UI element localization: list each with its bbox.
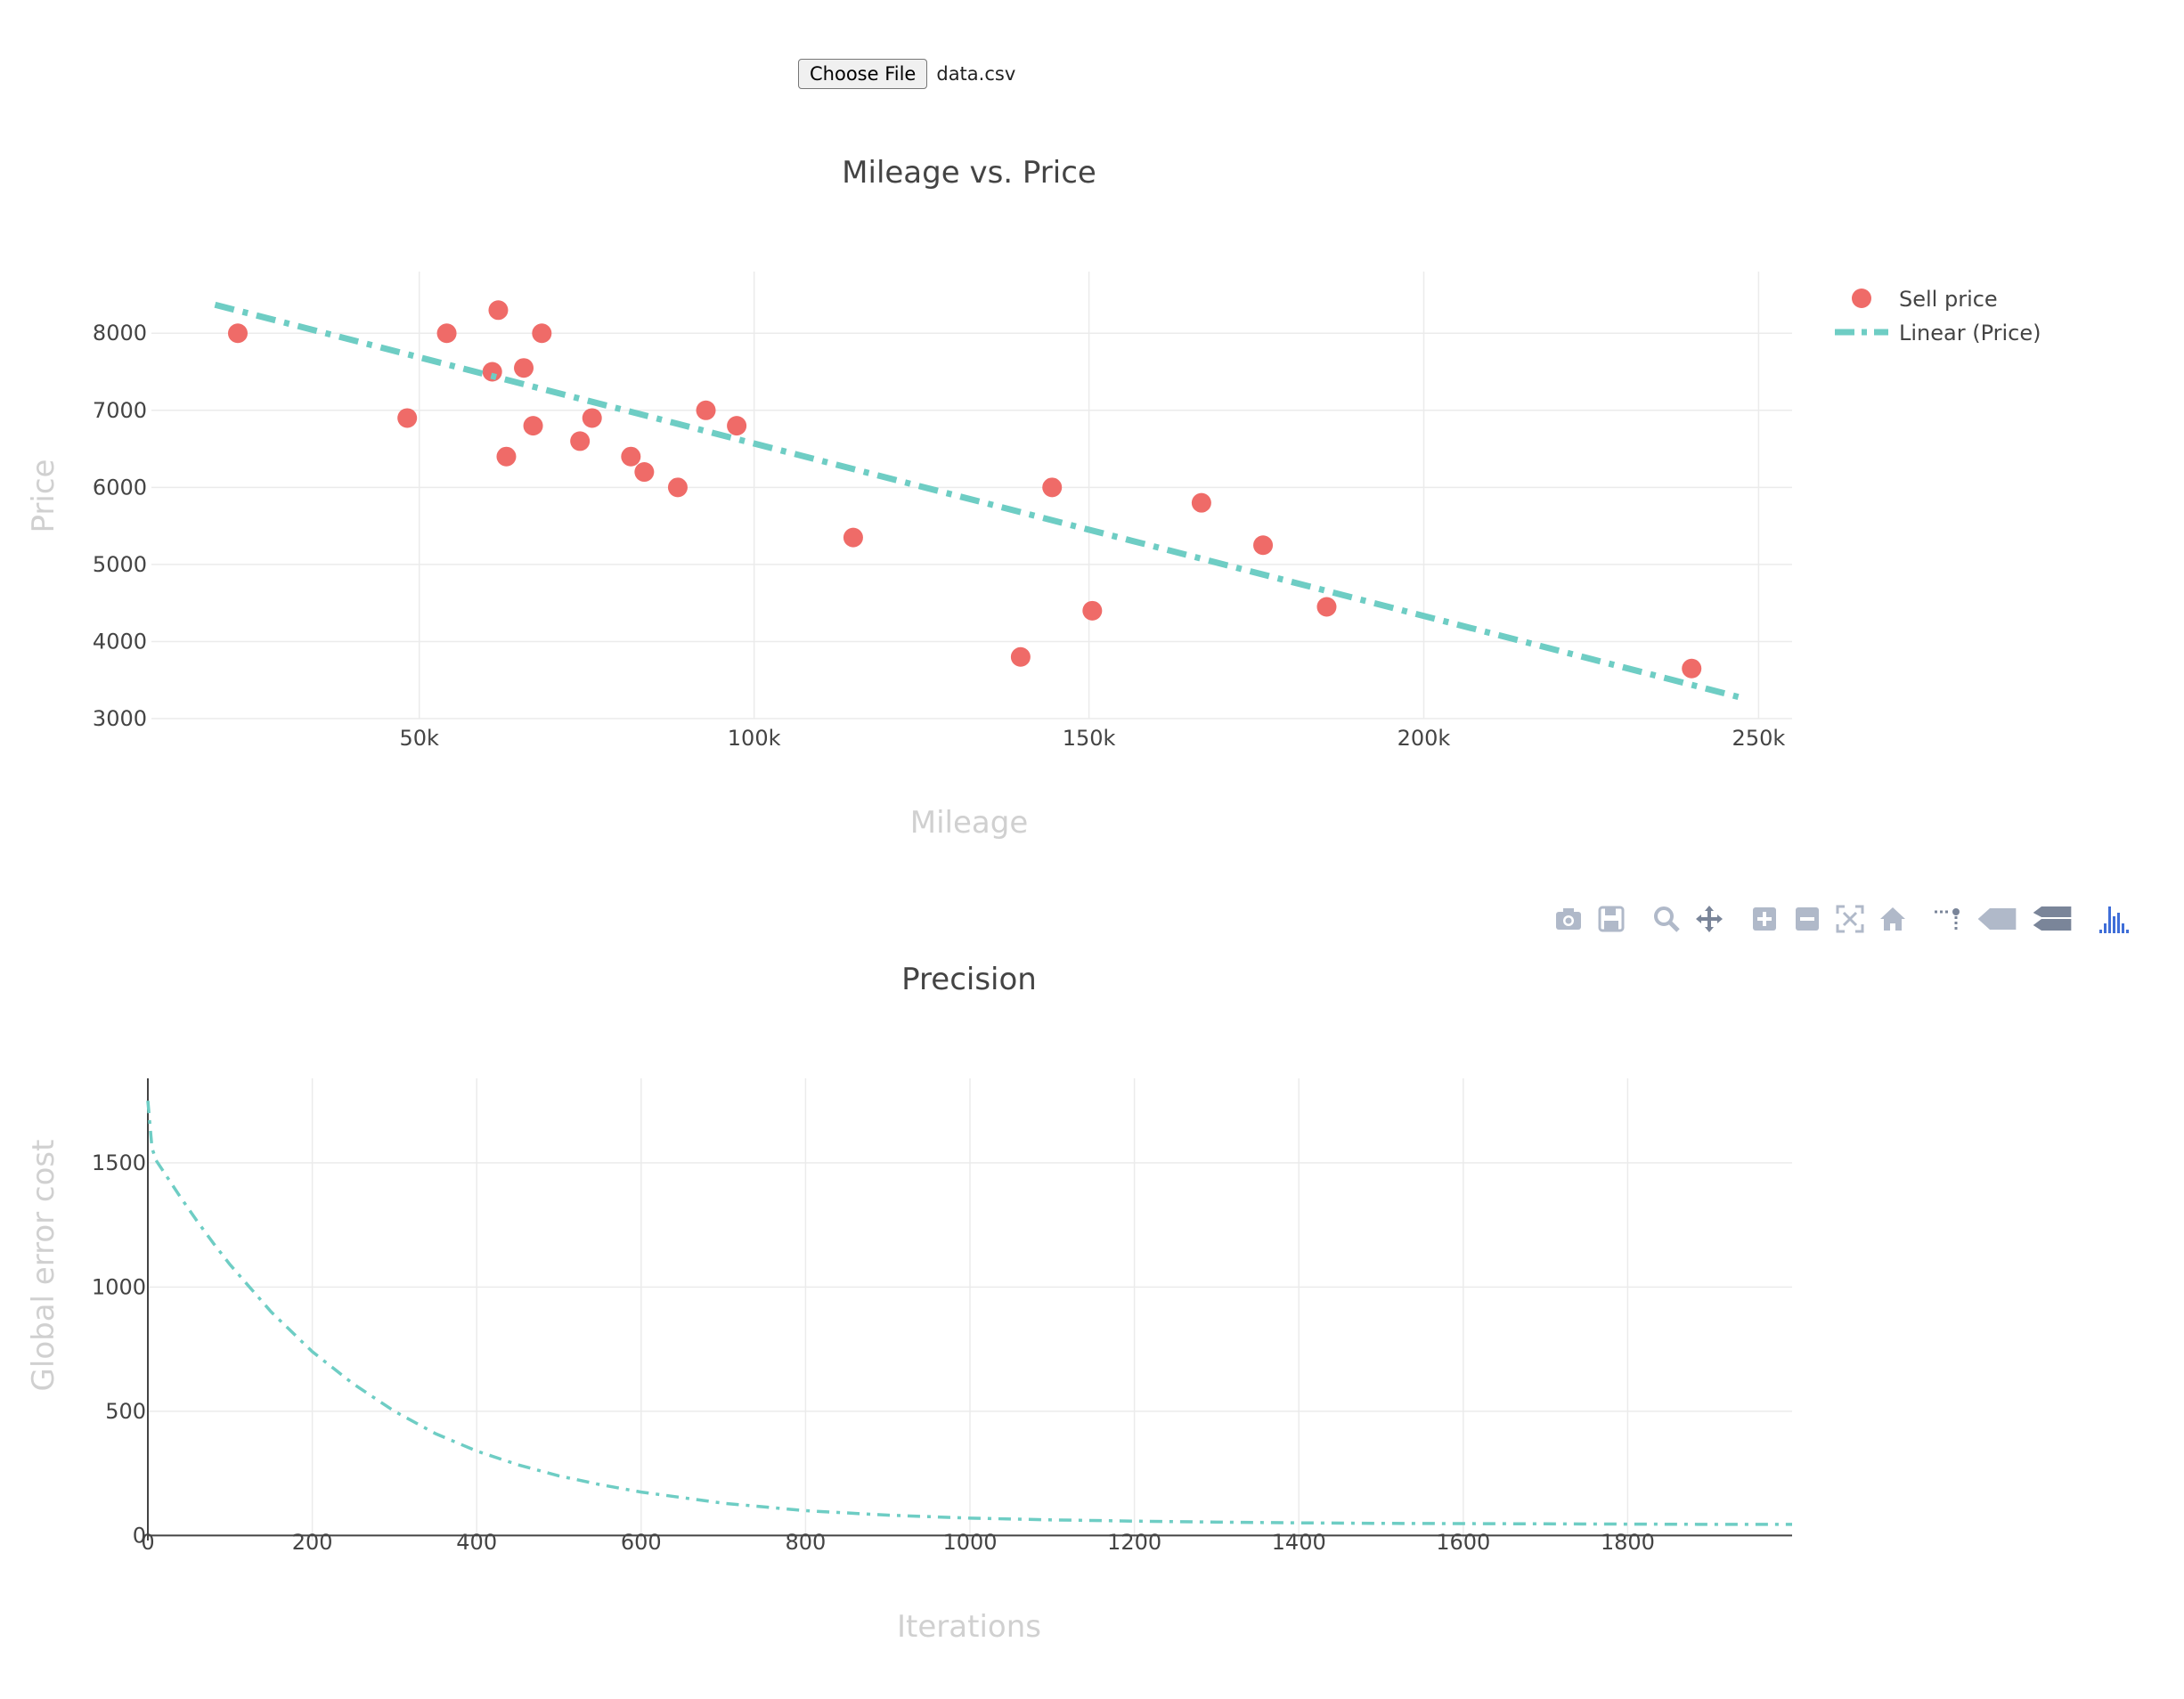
x-tick-label: 200k (1398, 726, 1451, 751)
y-tick-label: 3000 (93, 706, 147, 731)
camera-icon[interactable] (1553, 904, 1584, 934)
x-tick-label: 1200 (1107, 1530, 1161, 1555)
data-point (634, 462, 655, 483)
x-tick-label: 0 (141, 1530, 154, 1555)
chart-title: Mileage vs. Price (842, 155, 1096, 191)
reset-axes-icon[interactable] (1878, 904, 1908, 934)
data-point (1082, 600, 1103, 621)
choose-file-button[interactable]: Choose File (798, 59, 928, 89)
x-axis-title: Mileage (910, 805, 1028, 841)
pan-icon[interactable] (1694, 904, 1724, 934)
zoom-out-icon[interactable] (1792, 904, 1822, 934)
x-tick-label: 100k (728, 726, 781, 751)
data-point (436, 323, 457, 344)
file-input: Choose File data.csv (798, 57, 1015, 91)
zoom-icon[interactable] (1651, 904, 1682, 934)
y-tick-label: 6000 (93, 475, 147, 500)
x-tick-label: 50k (400, 726, 440, 751)
series-line (214, 301, 1743, 702)
data-point (523, 416, 543, 436)
legend-label: Sell price (1899, 287, 1998, 312)
y-tick-label: 5000 (93, 552, 147, 577)
x-tick-label: 1800 (1601, 1530, 1655, 1555)
legend-item[interactable]: Sell price (1852, 287, 1998, 312)
mileage-price-chart: Mileage vs. Price 50k 100k 150k 200k 250k 3000… (26, 155, 2041, 841)
data-point (488, 300, 509, 321)
data-point (514, 358, 534, 378)
spike-lines-icon[interactable] (1933, 904, 1963, 934)
precision-chart: Precision 0 200 400 600 800 1000 1200 1400 1600 18… (26, 962, 1792, 1645)
series-line (146, 1100, 1792, 1526)
data-point (532, 323, 552, 344)
data-point (1253, 535, 1274, 556)
file-name-label: data.csv (936, 63, 1016, 85)
data-point (1316, 597, 1337, 617)
x-tick-label: 800 (785, 1530, 826, 1555)
x-tick-label: 400 (456, 1530, 497, 1555)
y-tick-label: 1000 (92, 1274, 146, 1299)
x-tick-label: 1400 (1272, 1530, 1326, 1555)
x-tick-label: 600 (621, 1530, 662, 1555)
x-tick-label: 250k (1732, 726, 1786, 751)
data-point (621, 446, 641, 467)
data-point (227, 323, 248, 344)
legend-marker (1852, 289, 1871, 308)
y-tick-label: 4000 (93, 629, 147, 654)
data-point (1010, 646, 1031, 667)
y-axis-title: Price (26, 459, 61, 533)
hover-closest-icon[interactable] (1976, 904, 2018, 934)
data-point (1191, 492, 1211, 513)
hover-compare-icon[interactable] (2031, 904, 2074, 934)
grid-lines (151, 272, 1792, 719)
legend: Sell price Linear (Price) (1835, 287, 2041, 345)
y-tick-label: 500 (105, 1399, 146, 1424)
data-point (1042, 477, 1063, 498)
save-icon[interactable] (1596, 904, 1626, 934)
x-tick-label: 1600 (1436, 1530, 1490, 1555)
x-tick-label: 1000 (942, 1530, 997, 1555)
data-point (582, 408, 602, 428)
grid-lines (148, 1078, 1792, 1540)
data-point (1682, 658, 1702, 679)
data-point (397, 408, 418, 428)
legend-item[interactable]: Linear (Price) (1835, 321, 2041, 345)
y-axis-title: Global error cost (26, 1140, 61, 1392)
x-axis-title: Iterations (897, 1609, 1041, 1645)
plotly-logo-icon[interactable] (2098, 904, 2129, 934)
chart-title: Precision (901, 962, 1037, 997)
zoom-in-icon[interactable] (1749, 904, 1780, 934)
legend-label: Linear (Price) (1899, 321, 2041, 345)
y-tick-label: 8000 (93, 321, 147, 345)
data-point (570, 431, 591, 451)
data-point (727, 416, 747, 436)
data-point (696, 400, 716, 420)
x-tick-label: 200 (292, 1530, 333, 1555)
y-tick-label: 7000 (93, 398, 147, 423)
data-point (667, 477, 688, 498)
data-point (482, 362, 502, 382)
x-tick-label: 150k (1063, 726, 1116, 751)
series-sell-price (227, 300, 1702, 679)
chart-modebar (1553, 901, 2129, 937)
autoscale-icon[interactable] (1835, 904, 1865, 934)
data-point (496, 446, 517, 467)
data-point (843, 527, 863, 548)
y-tick-label: 1500 (92, 1150, 146, 1175)
y-tick-label: 0 (133, 1523, 146, 1548)
